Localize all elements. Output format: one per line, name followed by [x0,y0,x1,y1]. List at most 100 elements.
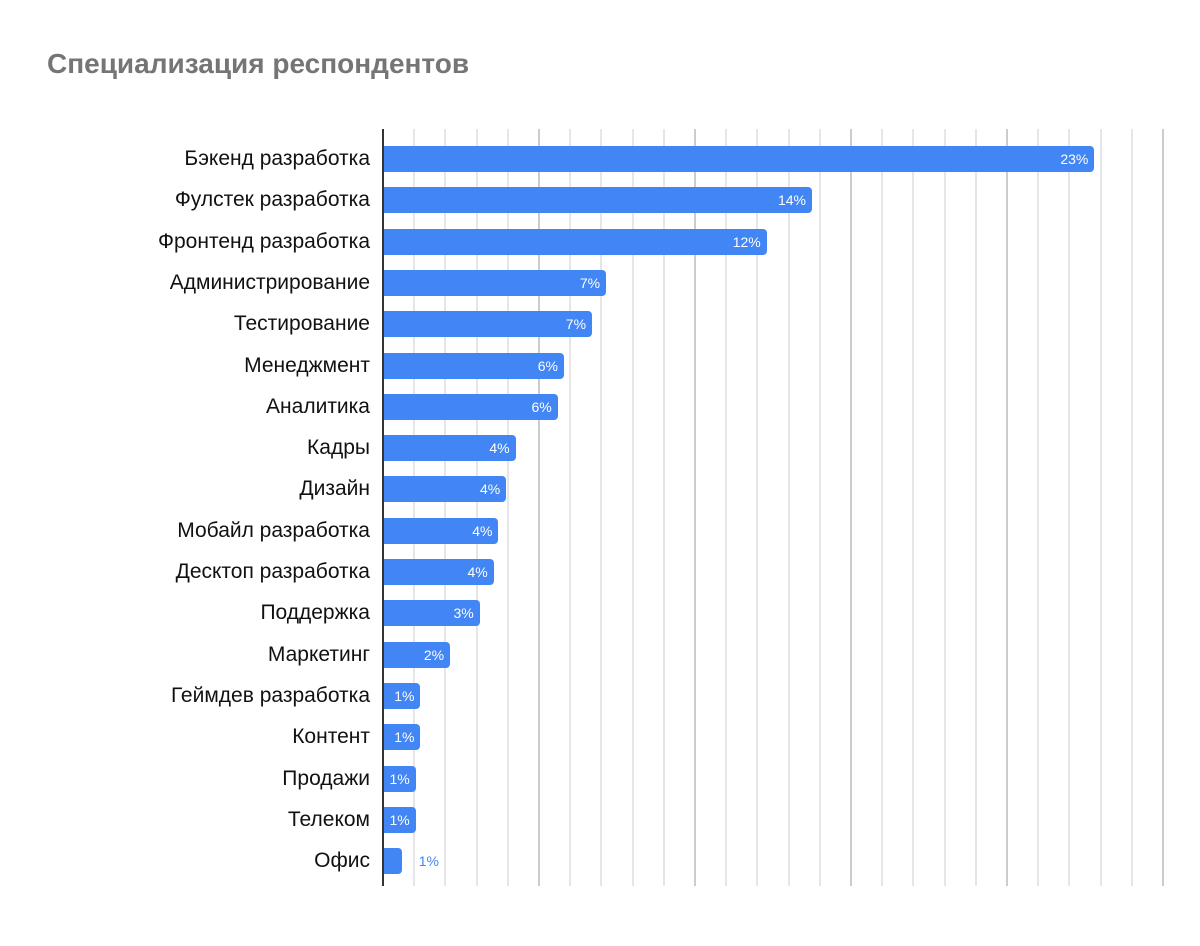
category-label: Фронтенд разработка [158,229,370,253]
minor-gridline [600,129,602,886]
minor-gridline [1100,129,1102,886]
minor-gridline [881,129,883,886]
data-label: 2% [423,646,445,663]
bar-row: Геймдев разработка 1% [0,682,1200,709]
bar-row: Телеком 1% [0,806,1200,833]
chart-title: Специализация респондентов [47,48,470,79]
bar[interactable]: 1% [384,765,416,792]
bar-row: Тестирование 7% [0,311,1200,338]
bar[interactable]: 1% [384,806,416,833]
category-label: Десктоп разработка [175,560,370,583]
bar-row: Маркетинг 2% [0,641,1200,668]
bar-row: Офис 1% [0,848,1200,875]
minor-gridline [507,129,509,886]
category-label: Администрирование [169,270,370,294]
minor-gridline [569,129,571,886]
category-label: Тестирование [233,312,370,336]
category-label: Менеджмент [244,353,370,377]
minor-gridline [819,129,821,886]
bar[interactable]: 1% [384,682,421,709]
category-label: Маркетинг [267,642,370,666]
data-label: 6% [537,357,558,374]
major-gridline [1006,129,1008,886]
bar[interactable]: 1% [384,848,439,875]
bar-row: Фулстек разработка 14% [0,187,1200,214]
data-label: 4% [480,481,501,498]
category-label: Продажи [282,766,370,790]
bar[interactable]: 1% [384,724,421,751]
data-label: 4% [467,564,488,580]
data-label: 14% [777,192,806,209]
bar-row: Фронтенд разработка 12% [0,228,1200,255]
data-label: 23% [1060,151,1089,167]
bar[interactable]: 4% [384,476,507,503]
data-label: 7% [579,274,601,291]
bar-row: Менеджмент 6% [0,352,1200,379]
category-label: Офис [314,849,370,873]
bar[interactable]: 6% [384,393,558,420]
data-label: 12% [732,233,761,250]
bar[interactable]: 2% [384,641,451,668]
data-label: 3% [453,605,474,622]
minor-gridline [725,129,727,886]
minor-gridline [975,129,977,886]
bar-row: Бэкенд разработка 23% [0,146,1200,172]
bar[interactable]: 14% [384,187,812,214]
bar-row: Поддержка 3% [0,600,1200,627]
minor-gridline [1131,129,1133,886]
minor-gridline [912,129,914,886]
major-gridline [850,129,852,886]
bar[interactable]: 3% [384,600,480,627]
category-label: Кадры [307,436,370,460]
minor-gridline [476,129,478,886]
minor-gridline [1068,129,1070,886]
bar[interactable]: 7% [384,269,607,296]
minor-gridline [944,129,946,886]
category-label: Бэкенд разработка [184,147,370,170]
data-label: 7% [565,316,587,333]
minor-gridline [756,129,758,886]
bar-row: Дизайн 4% [0,476,1200,503]
category-label: Дизайн [299,477,370,501]
minor-gridline [788,129,790,886]
bar[interactable]: 23% [384,146,1095,172]
bar[interactable]: 4% [384,435,516,462]
bar-row: Продажи 1% [0,765,1200,792]
category-label: Геймдев разработка [170,683,370,707]
bar-row: Аналитика 6% [0,393,1200,420]
data-label: 1% [389,811,410,828]
bar[interactable]: 4% [384,559,494,585]
data-label: 1% [394,687,415,704]
plot-area [383,129,1164,886]
bar[interactable]: 7% [384,311,593,338]
data-label: 1% [418,853,439,870]
major-gridline [1162,129,1164,886]
category-label: Телеком [287,807,370,831]
minor-gridline [444,129,446,886]
bar[interactable]: 6% [384,352,564,379]
bar-row: Мобайл разработка 4% [0,517,1200,544]
category-label: Аналитика [266,394,370,418]
data-label: 4% [472,522,493,539]
data-label: 1% [389,770,410,787]
data-label: 4% [489,440,510,457]
minor-gridline [663,129,665,886]
minor-gridline [1037,129,1039,886]
category-label: Мобайл разработка [177,518,370,542]
bar-row: Контент 1% [0,724,1200,751]
minor-gridline [413,129,415,886]
minor-gridline [632,129,634,886]
bar-row: Администрирование 7% [0,269,1200,296]
category-label: Поддержка [260,601,370,625]
bar[interactable]: 12% [384,228,767,255]
data-label: 1% [394,729,415,746]
bar-row: Десктоп разработка 4% [0,559,1200,585]
y-axis-line [382,129,384,886]
major-gridline [694,129,696,886]
category-label: Контент [292,725,370,749]
category-label: Фулстек разработка [174,188,370,212]
major-gridline [538,129,540,886]
bar[interactable]: 4% [384,517,499,544]
bar-row: Кадры 4% [0,435,1200,462]
data-label: 6% [531,398,552,415]
